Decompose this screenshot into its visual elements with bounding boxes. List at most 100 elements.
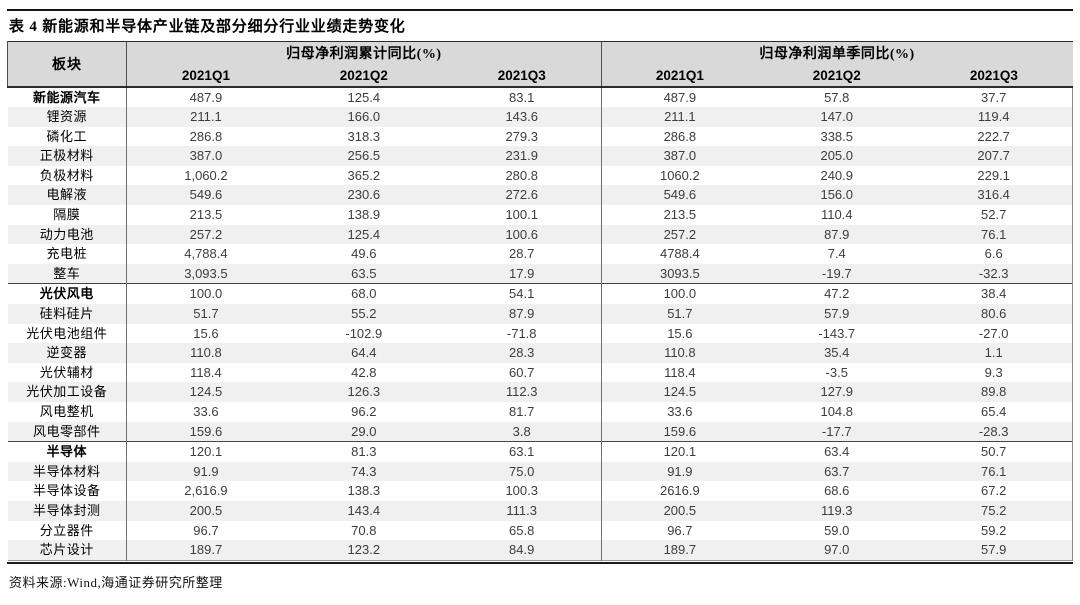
table-header: 板块 归母净利润累计同比(%) 归母净利润单季同比(%) 2021Q1 2021… [6,41,1073,87]
table-row: 正极材料 387.0 256.5 231.9 387.0 205.0 207.7 [7,146,1074,166]
value-cell: 229.1 [915,165,1074,186]
value-cell: -71.8 [506,325,537,341]
page-title: 表 4 新能源和半导体产业链及部分细分行业业绩走势变化 [9,19,406,35]
value-cell: 110.8 [190,345,222,361]
table-row: 逆变器 110.8 64.4 28.3 110.8 35.4 1.1 [7,343,1074,363]
value-cell: 28.3 [509,345,535,361]
table-row: 光伏加工设备 124.5 126.3 112.3 124.5 127.9 89.8 [7,382,1074,402]
quarter-header-cell: 2021Q3 [442,63,602,87]
section-row: 新能源汽车 487.9 125.4 83.1 487.9 57.8 37.7 [7,86,1074,108]
value-cell: 231.9 [505,148,538,164]
value-cell: 4788.4 [600,244,759,264]
value-cell: 200.5 [600,500,759,521]
value-cell: 487.9 [600,86,759,108]
value-cell: 159.6 [189,423,223,439]
value-cell: 120.1 [600,441,759,462]
row-label-cell: 隔膜 [7,205,128,225]
value-cell: 49.6 [351,246,377,262]
value-cell: 125.4 [347,226,381,242]
value-cell: 75.0 [509,463,535,479]
bottom-divider-rule [7,561,1073,564]
value-cell: 42.8 [351,364,377,380]
value-cell: 81.7 [509,404,535,419]
value-cell: 9.3 [915,362,1074,383]
value-cell: 17.9 [509,265,535,281]
table-row: 锂资源 211.1 166.0 143.6 211.1 147.0 119.4 [7,107,1074,127]
value-cell: 110.4 [820,207,853,223]
row-label-cell: 光伏辅材 [7,362,128,383]
quarter-header-row: 2021Q1 2021Q2 2021Q3 2021Q1 2021Q2 2021Q… [8,63,1073,87]
value-cell: 318.3 [347,128,381,144]
value-cell: 76.1 [915,461,1074,482]
row-label-cell: 风电整机 [7,402,128,422]
value-cell: 189.7 [600,540,759,561]
value-cell: 54.1 [442,283,602,305]
value-cell: 81.3 [284,441,443,462]
row-label-cell: 整车 [7,263,128,284]
value-cell: 91.9 [600,461,759,482]
value-cell: 156.0 [820,187,854,203]
row-label-cell: 光伏电池组件 [7,323,128,344]
value-cell: 286.8 [600,126,759,147]
row-label-cell: 电解液 [7,185,128,206]
section-row: 光伏风电 100.0 68.0 54.1 100.0 47.2 38.4 [7,283,1074,305]
value-cell: 280.8 [505,167,538,183]
row-label-cell: 半导体设备 [7,481,128,501]
value-cell: 123.2 [347,542,381,558]
value-cell: 83.1 [442,86,602,108]
table-row: 光伏辅材 118.4 42.8 60.7 118.4 -3.5 9.3 [7,362,1074,383]
table-row: 半导体材料 91.9 74.3 75.0 91.9 63.7 76.1 [7,461,1074,482]
value-cell: 100.3 [505,483,538,499]
table-row: 充电桩 4,788.4 49.6 28.7 4788.4 7.4 6.6 [7,244,1074,264]
performance-table: 板块 归母净利润累计同比(%) 归母净利润单季同比(%) 2021Q1 2021… [6,41,1074,561]
value-cell: -28.3 [915,421,1074,442]
top-divider-rule [7,9,1073,11]
value-cell: 50.7 [915,441,1074,462]
value-cell: 118.4 [190,364,222,380]
value-cell: 6.6 [915,244,1074,264]
value-cell: -32.3 [915,263,1074,284]
value-cell: 387.0 [189,148,223,164]
value-cell: 74.3 [351,463,377,479]
table-row: 芯片设计 189.7 123.2 84.9 189.7 97.0 57.9 [7,540,1074,561]
value-cell: 64.4 [351,345,377,361]
row-label-cell: 动力电池 [7,224,128,245]
value-cell: 15.6 [600,323,759,344]
value-cell: 33.6 [600,402,759,422]
quarter-header-cell: 2021Q1 [126,63,285,87]
quarter-header-cell: 2021Q2 [284,63,443,87]
row-label-cell: 光伏加工设备 [7,382,128,402]
value-cell: -102.9 [345,325,383,341]
table-row: 隔膜 213.5 138.9 100.1 213.5 110.4 52.7 [7,205,1074,225]
value-cell: 230.6 [347,187,381,203]
value-cell: 51.7 [600,304,759,324]
row-label-cell: 磷化工 [7,126,128,147]
value-cell: 100.0 [600,283,759,305]
report-table-figure: 表 4 新能源和半导体产业链及部分细分行业业绩走势变化 板块 归母净利润累计同比… [0,9,1080,591]
value-cell: 272.6 [505,187,538,203]
value-cell: 75.2 [915,500,1074,521]
table-row: 风电整机 33.6 96.2 81.7 33.6 104.8 65.4 [7,402,1074,422]
value-cell: 549.6 [600,185,759,206]
table-row: 电解液 549.6 230.6 272.6 549.6 156.0 316.4 [7,185,1074,206]
value-cell: 189.7 [189,542,223,558]
row-label-cell: 负极材料 [7,165,128,186]
value-cell: 286.8 [189,128,223,144]
value-cell: 112.3 [505,384,538,400]
value-cell: 124.5 [189,384,223,400]
value-cell: 68.0 [284,283,443,305]
value-cell: 55.2 [351,306,377,322]
value-cell: 1060.2 [600,165,759,186]
value-cell: 33.6 [193,404,219,419]
value-cell: 68.6 [824,483,850,499]
value-cell: 87.9 [509,306,535,322]
table-row: 风电零部件 159.6 29.0 3.8 159.6 -17.7 -28.3 [7,421,1074,442]
value-cell: 3,093.5 [184,265,228,281]
value-cell: 147.0 [820,109,854,125]
row-label-cell: 半导体封测 [7,500,128,521]
row-label-cell: 锂资源 [7,107,128,127]
table-row: 半导体设备 2,616.9 138.3 100.3 2616.9 68.6 67.2 [7,481,1074,501]
value-cell: 119.3 [820,502,853,518]
value-cell: 240.9 [820,167,854,183]
value-cell: 76.1 [915,224,1074,245]
